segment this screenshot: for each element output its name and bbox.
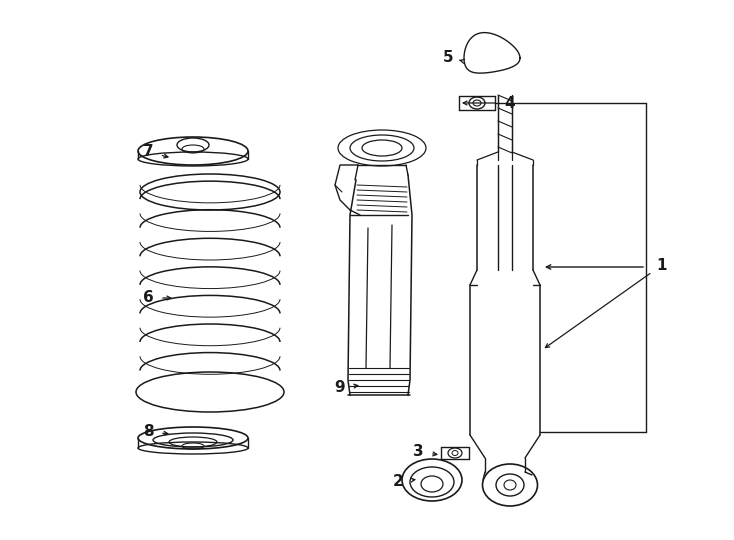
Text: 2: 2 bbox=[393, 475, 404, 489]
Text: 8: 8 bbox=[142, 424, 153, 440]
Text: 7: 7 bbox=[142, 145, 153, 159]
Text: 3: 3 bbox=[413, 444, 424, 460]
Text: 9: 9 bbox=[335, 381, 345, 395]
Text: 5: 5 bbox=[443, 50, 454, 64]
Text: 1: 1 bbox=[657, 258, 667, 273]
Text: 6: 6 bbox=[142, 291, 153, 306]
Text: 4: 4 bbox=[505, 96, 515, 111]
